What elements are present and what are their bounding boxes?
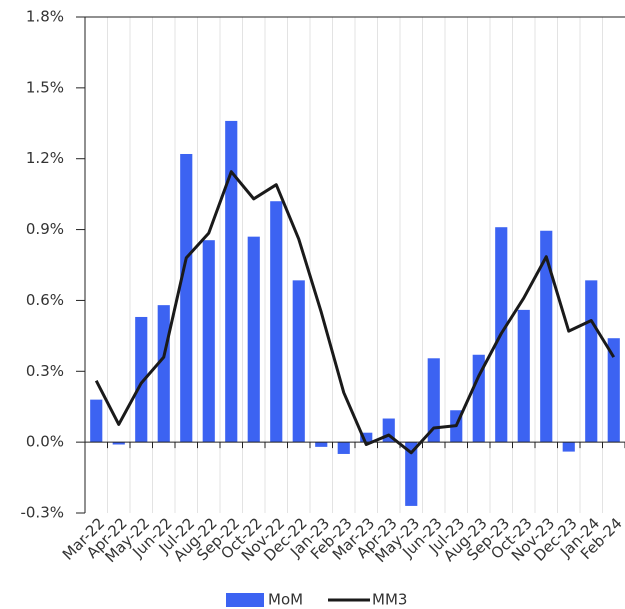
bar [247, 236, 260, 443]
y-tick-label: 1.5% [26, 78, 64, 96]
legend-label: MoM [268, 591, 303, 609]
bar [427, 358, 440, 443]
y-tick-label: 0.6% [26, 291, 64, 309]
y-tick-label: 0.9% [26, 220, 64, 238]
y-tick-label: 1.2% [26, 149, 64, 167]
bar [337, 442, 350, 454]
bar [472, 354, 485, 443]
bar [540, 230, 553, 443]
bar [517, 309, 530, 443]
bar [585, 280, 598, 443]
bar [607, 338, 620, 443]
y-tick-label: 1.8% [26, 8, 64, 26]
y-tick-label: 0.0% [26, 433, 64, 451]
bar [405, 442, 418, 506]
bar [225, 120, 238, 443]
bar [360, 432, 373, 443]
bar [135, 316, 148, 443]
bar [292, 280, 305, 443]
line [94, 170, 616, 455]
bar [202, 240, 215, 443]
bar [157, 305, 170, 443]
bar [90, 399, 103, 443]
legend-swatch [226, 593, 264, 607]
bar [112, 442, 125, 445]
bar [562, 442, 575, 452]
y-tick-label: -0.3% [20, 504, 64, 522]
legend-label: MM3 [372, 591, 407, 609]
bar [315, 442, 328, 447]
y-tick-label: 0.3% [26, 362, 64, 380]
bar [180, 153, 193, 443]
bar [270, 201, 283, 443]
